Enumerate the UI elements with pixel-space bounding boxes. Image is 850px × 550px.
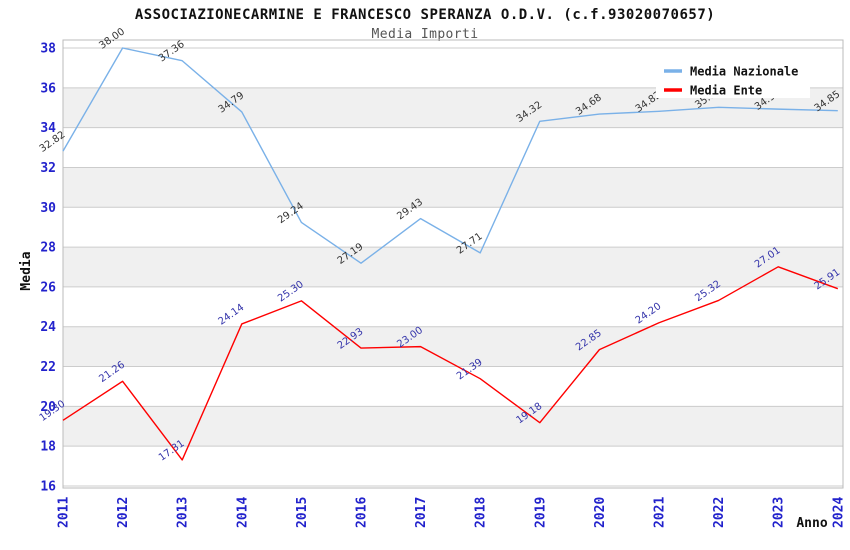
x-tick-label: 2023 [772,497,787,528]
chart-title: ASSOCIAZIONECARMINE E FRANCESCO SPERANZA… [135,7,715,23]
chart-subtitle: Media Importi [372,27,479,42]
x-tick-label: 2012 [116,497,131,528]
x-tick-label: 2019 [533,497,548,528]
plot-band [63,167,843,208]
y-tick-label: 18 [40,440,56,455]
x-tick-label: 2018 [474,497,489,528]
x-tick-label: 2020 [593,497,608,528]
plot-border [62,39,844,489]
x-tick-label: 2021 [653,497,668,528]
x-tick-label: 2011 [57,497,72,528]
y-tick-label: 26 [40,280,56,295]
plot-band [63,406,843,447]
legend-label: Media Ente [690,84,762,98]
x-tick-label: 2014 [235,497,250,528]
y-tick-label: 20 [40,400,56,415]
x-tick-label: 2022 [712,497,727,528]
plot-band [63,326,843,367]
x-tick-label: 2015 [295,497,310,528]
y-tick-label: 32 [40,161,56,176]
y-tick-label: 34 [40,121,56,136]
y-tick-label: 38 [40,42,56,57]
legend-label: Media Nazionale [690,65,798,79]
x-tick-label: 2017 [414,497,429,528]
x-axis-title: Anno [796,516,827,531]
y-tick-label: 24 [40,320,56,335]
x-tick-label: 2024 [831,497,846,528]
y-tick-label: 30 [40,201,56,216]
media-nazionale-line [62,47,838,264]
plot-band [63,247,843,287]
y-tick-label: 36 [40,81,56,96]
y-tick-label: 22 [40,360,56,375]
legend: Media Nazionale Media Ente [656,56,810,98]
x-tick-label: 2013 [176,497,191,528]
x-tick-label: 2016 [355,497,370,528]
y-axis-title: Media [19,251,34,290]
media-ente-line [62,266,839,461]
y-tick-label: 28 [40,241,56,256]
y-tick-label: 16 [40,480,56,495]
